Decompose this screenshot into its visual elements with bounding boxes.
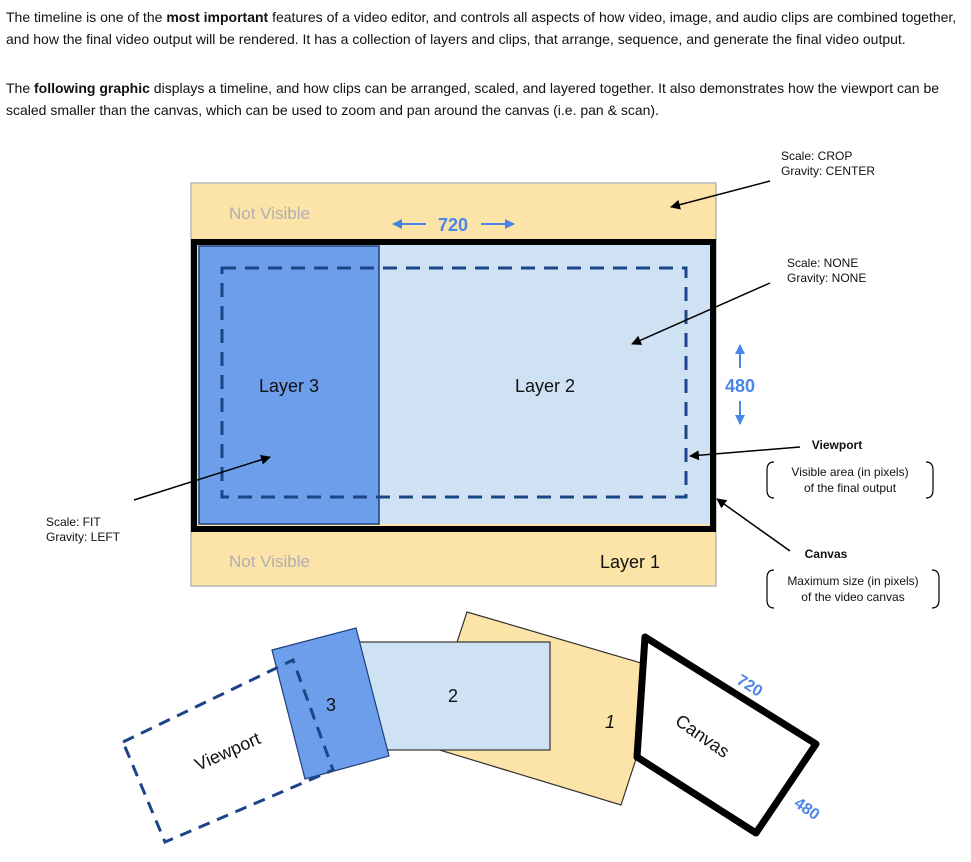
canvas-desc-line2: of the video canvas <box>801 590 904 604</box>
p1-bold: most important <box>166 9 269 25</box>
none-scale-label: Scale: NONE <box>787 256 858 270</box>
layer1-label: Layer 1 <box>600 552 660 572</box>
height-label: 480 <box>725 376 755 396</box>
layer3-label: Layer 3 <box>259 376 319 396</box>
canvas-desc-bracket-left <box>766 569 775 609</box>
canvas-desc-line1: Maximum size (in pixels) <box>787 574 918 588</box>
p2-text-before: The <box>6 80 35 96</box>
stack-canvas-height-label: 480 <box>791 795 823 824</box>
fit-pointer-arrow <box>133 454 271 501</box>
p1-text-after: features of a video editor, and controls… <box>6 9 957 47</box>
viewport-desc-line2: of the final output <box>804 481 897 495</box>
crop-scale-label: Scale: CROP <box>781 149 852 163</box>
layer2-label: Layer 2 <box>515 376 575 396</box>
stack-layer1-label: 1 <box>605 712 615 732</box>
stack-layer2-card <box>358 641 551 751</box>
stack-layer2-label: 2 <box>448 686 458 706</box>
canvas-title: Canvas <box>805 547 848 561</box>
fit-gravity-label: Gravity: LEFT <box>46 530 121 544</box>
crop-pointer-arrow <box>670 180 771 210</box>
p2-bold: following graphic <box>34 80 150 96</box>
stack-canvas-card <box>633 633 820 837</box>
p2-text-after: displays a timeline, and how clips can b… <box>6 80 940 118</box>
viewport-frame <box>220 266 688 499</box>
width-label: 720 <box>438 215 468 235</box>
canvas-desc-bracket-right <box>931 569 940 609</box>
not-visible-top-label: Not Visible <box>229 204 310 223</box>
none-pointer-arrow <box>631 282 771 345</box>
stack-viewport-card <box>121 657 335 844</box>
not-visible-bottom-label: Not Visible <box>229 552 310 571</box>
none-gravity-label: Gravity: NONE <box>787 271 866 285</box>
stack-viewport-label: Viewport <box>192 728 264 775</box>
canvas-pointer-arrow <box>716 498 791 552</box>
fit-scale-label: Scale: FIT <box>46 515 101 529</box>
canvas-frame <box>191 239 716 532</box>
viewport-title: Viewport <box>812 438 862 452</box>
stack-layer3-card <box>271 627 390 780</box>
viewport-desc-line1: Visible area (in pixels) <box>791 465 908 479</box>
viewport-desc-bracket-right <box>925 461 934 499</box>
layer3-rect <box>198 245 380 525</box>
crop-gravity-label: Gravity: CENTER <box>781 164 875 178</box>
stack-layer3-label: 3 <box>326 695 336 715</box>
viewport-pointer-arrow <box>689 446 801 461</box>
intro-paragraph-1: The timeline is one of the most importan… <box>6 6 964 50</box>
viewport-desc-bracket-left <box>766 461 775 499</box>
intro-paragraph-2: The following graphic displays a timelin… <box>6 77 964 121</box>
p1-text-before: The timeline is one of the <box>6 9 167 25</box>
